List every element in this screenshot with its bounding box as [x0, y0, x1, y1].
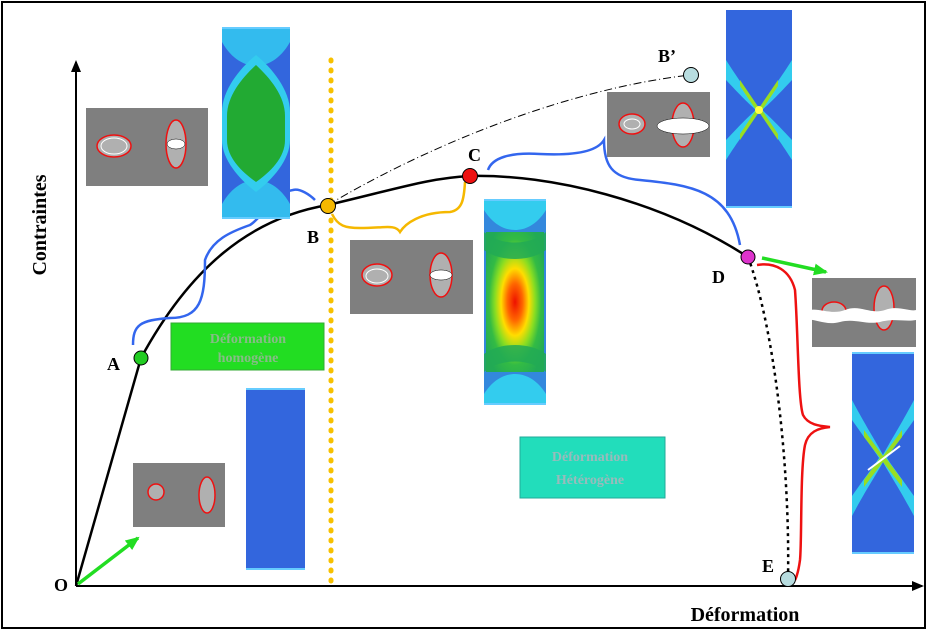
inset-BC-voids — [350, 240, 473, 314]
arrow-origin — [76, 536, 140, 586]
homogeneous-zone-box: Déformation homogène — [170, 322, 325, 371]
arrow-after-D — [761, 256, 828, 276]
point-A-marker — [133, 350, 149, 366]
specimen-CD — [726, 10, 792, 208]
point-Bprime-marker — [683, 67, 699, 83]
bracket-blue-C-D — [486, 135, 742, 246]
point-E-label: E — [762, 556, 774, 576]
specimen-DE — [852, 352, 914, 554]
bracket-red-D-E — [756, 263, 831, 581]
inset-CD-voids — [607, 92, 710, 157]
y-axis-label: Contraintes — [29, 174, 51, 275]
specimen-BC — [484, 199, 546, 405]
homogeneous-zone-line1: Déformation — [210, 332, 286, 347]
inset-DE-voids — [805, 278, 916, 347]
stress-strain-curve — [74, 174, 749, 587]
point-D-marker — [740, 249, 756, 265]
homogeneous-zone-line2: homogène — [218, 351, 279, 366]
point-E-marker — [780, 571, 796, 587]
point-A-label: A — [107, 354, 120, 374]
fracture-dotted-curve — [746, 256, 790, 579]
bracket-yellow-B-C — [330, 181, 467, 235]
point-B-label: B — [307, 227, 319, 247]
bracket-blue-A-B — [131, 188, 316, 346]
specimen-AB — [222, 27, 290, 219]
point-C-marker — [462, 168, 478, 184]
point-O-label: O — [54, 575, 68, 595]
heterogeneous-zone-line1: Déformation — [552, 450, 628, 465]
inset-initial-voids — [133, 463, 225, 527]
point-B-marker — [320, 198, 336, 214]
dash-dot-curve — [327, 74, 691, 206]
x-axis-label: Déformation — [691, 604, 800, 626]
point-C-label: C — [468, 145, 481, 165]
heterogeneous-zone-line2: Hétérogène — [556, 473, 624, 488]
specimen-initial — [246, 388, 305, 570]
point-D-label: D — [712, 267, 725, 287]
heterogeneous-zone-box: Déformation Hétérogène — [519, 436, 666, 499]
inset-AB-voids — [86, 108, 208, 186]
point-Bprime-label: B’ — [658, 46, 676, 66]
